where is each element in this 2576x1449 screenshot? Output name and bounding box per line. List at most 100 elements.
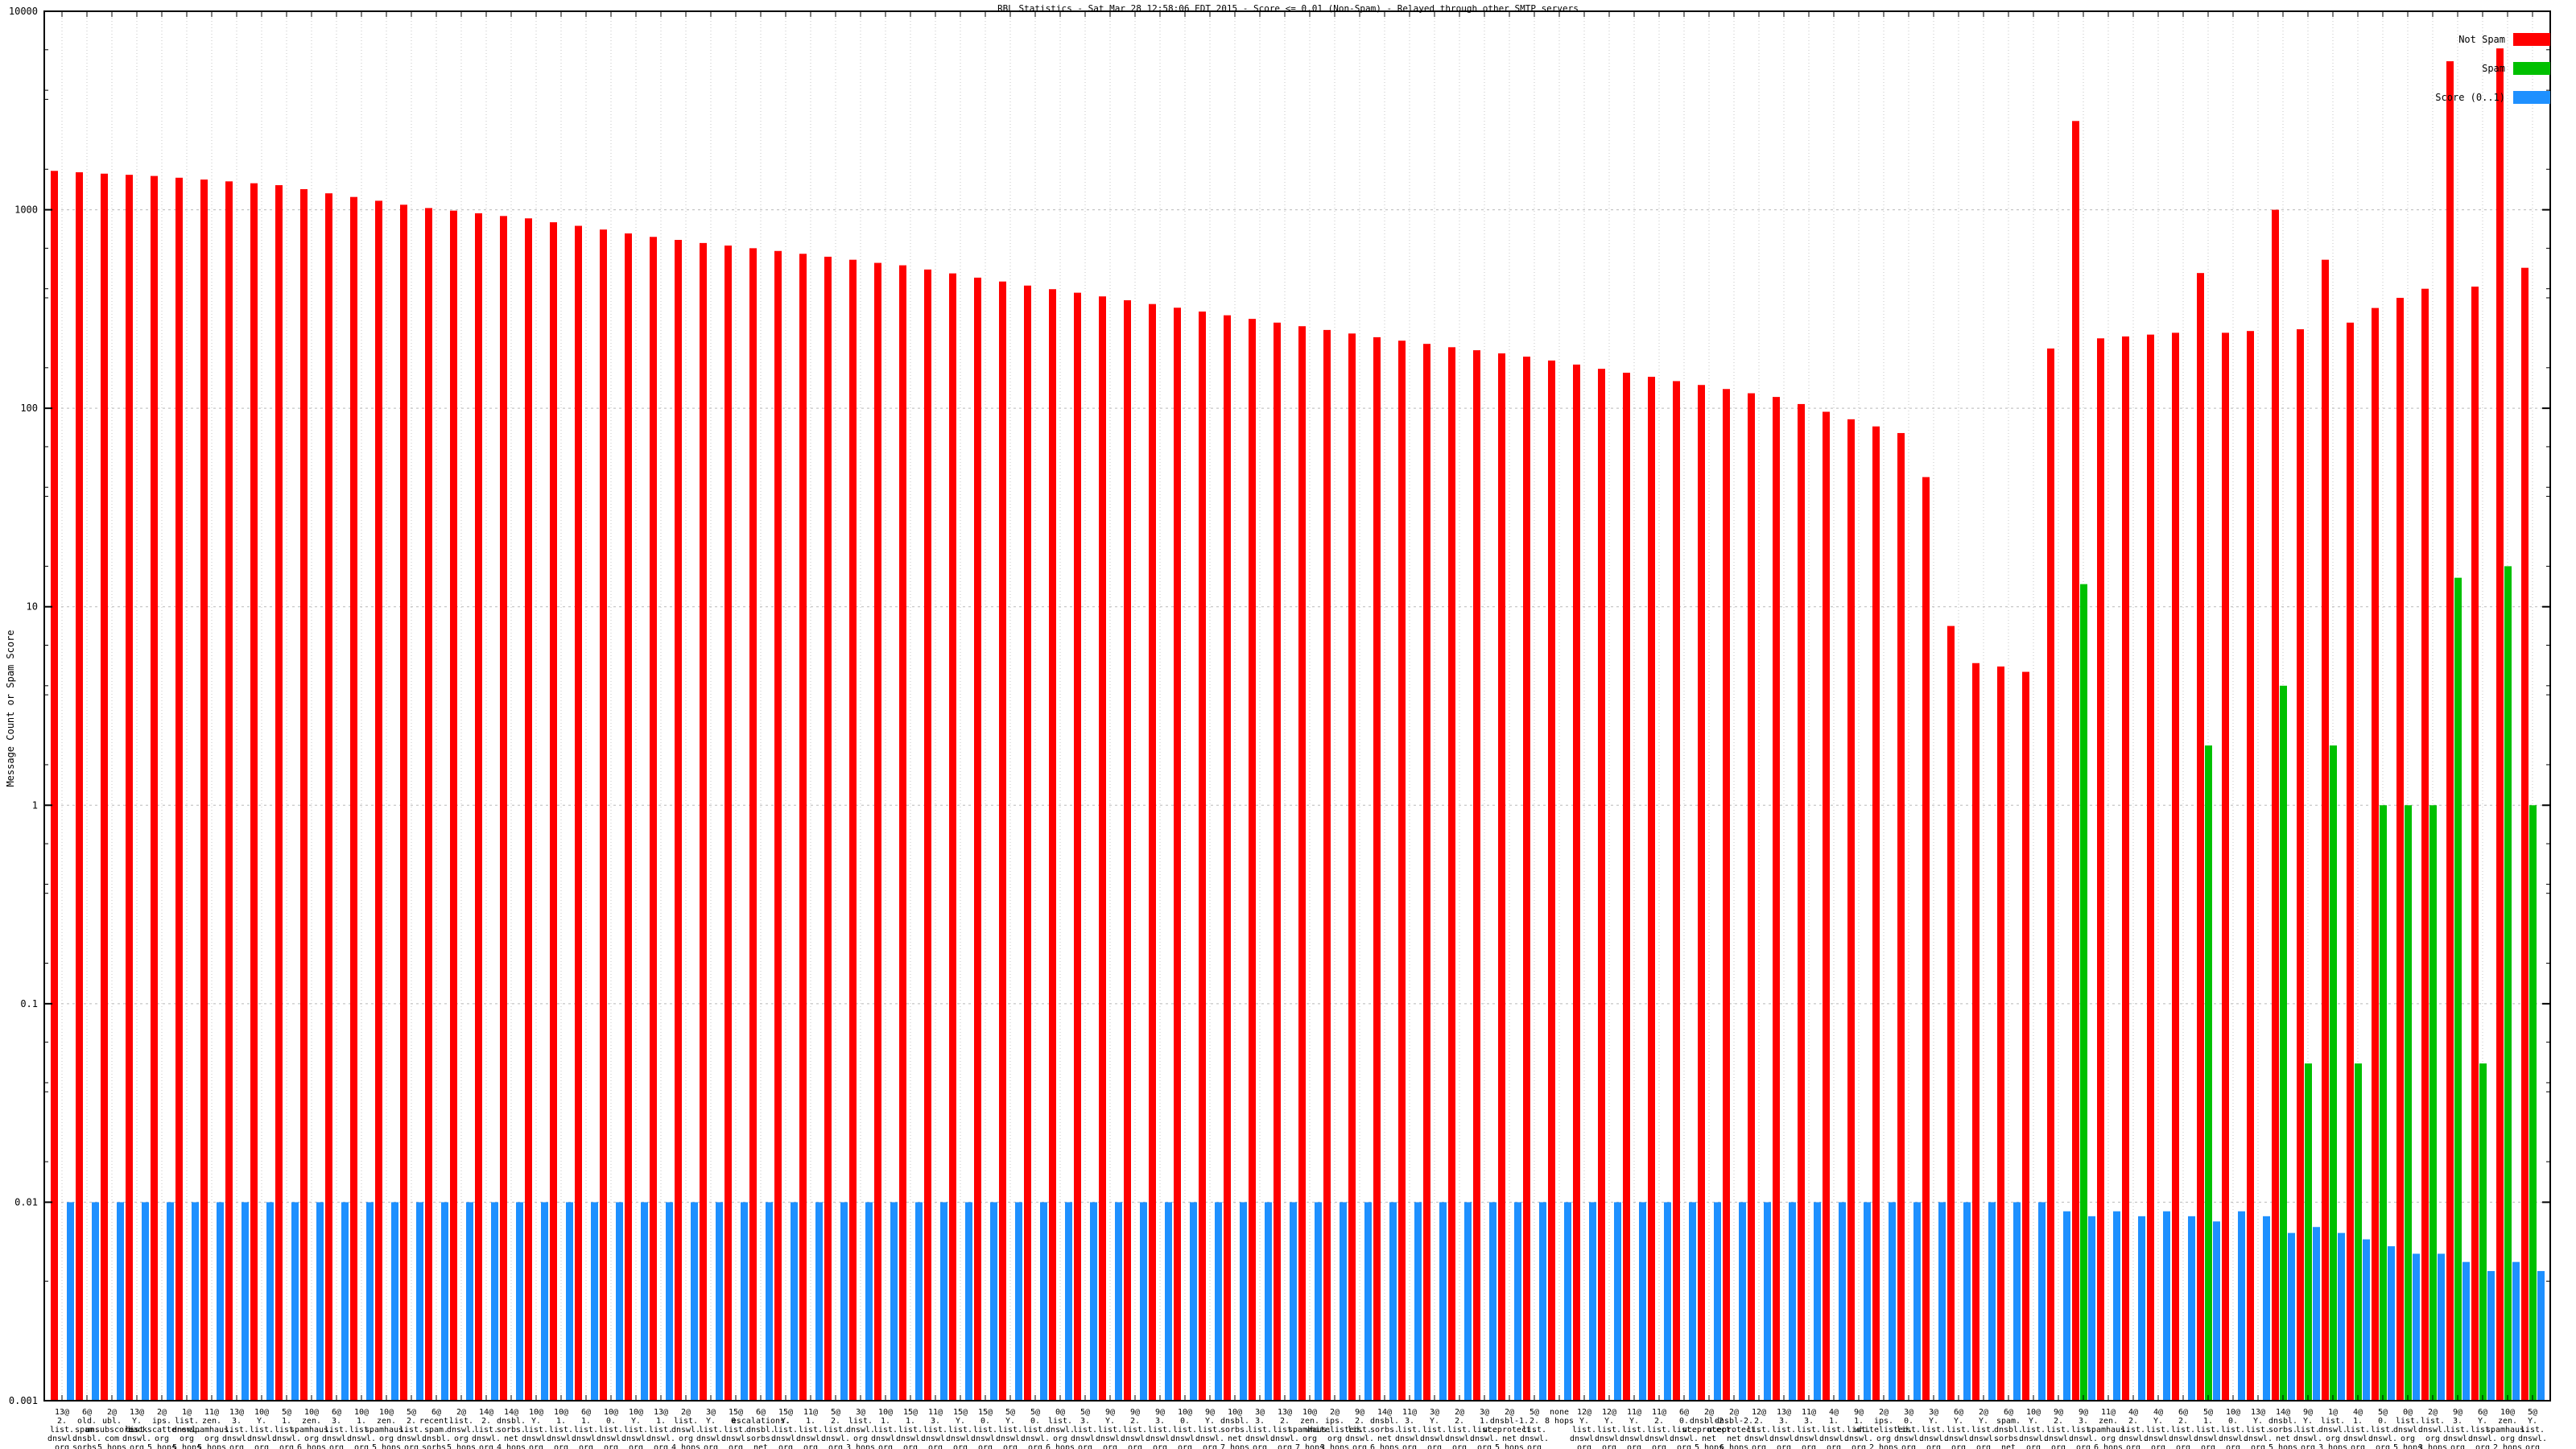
x-tick-label: 3@ list. dnswl. org 3 hops [846, 1408, 875, 1449]
bar [541, 1202, 548, 1401]
bar [1589, 1202, 1596, 1401]
bar [1049, 289, 1056, 1402]
bar [266, 1202, 274, 1401]
bar [2388, 1246, 2395, 1401]
bar [974, 277, 981, 1402]
legend-swatch-score-icon [2513, 90, 2550, 104]
bar [2272, 209, 2279, 1402]
bar [2462, 1261, 2470, 1401]
bar [1913, 1202, 1921, 1401]
bar [1274, 322, 1281, 1401]
bar [2063, 1211, 2070, 1401]
x-tick-label: 10@ zen. spamhaus. org 5 hops [365, 1408, 408, 1449]
bar [500, 216, 507, 1401]
x-tick-label: 14@ dnsbl. sorbs. net 5 hops [2268, 1408, 2297, 1449]
bar [142, 1202, 149, 1401]
bar [525, 218, 532, 1402]
x-tick-label: 2@ list. dnswl. org 5 hops [447, 1408, 476, 1449]
bars-spam [2080, 566, 2537, 1401]
bar [2330, 745, 2337, 1401]
legend-item-spam: Spam [2435, 61, 2550, 75]
bar [2471, 287, 2479, 1401]
bar [1723, 389, 1730, 1402]
bar [1389, 1202, 1397, 1401]
bar [1373, 336, 1381, 1401]
y-tick-label: 0.1 [20, 998, 38, 1009]
bar [716, 1202, 723, 1401]
bar [2288, 1232, 2295, 1401]
bar [2305, 1063, 2312, 1401]
bar [2521, 267, 2529, 1401]
bar [1997, 666, 2004, 1401]
bar [2355, 1063, 2362, 1401]
bar [466, 1202, 473, 1401]
bar [1673, 381, 1680, 1402]
bar [1174, 308, 1181, 1401]
bar [2238, 1211, 2245, 1401]
bar [341, 1202, 349, 1401]
bar [1988, 1202, 1996, 1401]
bar [1464, 1202, 1472, 1401]
y-tick-label: 0.01 [14, 1196, 38, 1208]
legend-item-score: Score (0..1) [2435, 90, 2550, 104]
bar [924, 269, 931, 1401]
bar [2088, 1216, 2095, 1401]
x-tick-label: 2@ list. dnswl. org 3 hops [2418, 1408, 2447, 1449]
bar [1764, 1202, 1771, 1401]
bar [1498, 353, 1505, 1401]
bar [2396, 297, 2404, 1401]
bar [2205, 745, 2212, 1401]
bar [2537, 1270, 2545, 1401]
bar [749, 248, 757, 1401]
bar [1099, 296, 1106, 1401]
bar [1773, 397, 1780, 1401]
bar [874, 262, 881, 1402]
bar [2097, 338, 2104, 1402]
bar [774, 250, 782, 1401]
bar [1798, 403, 1805, 1401]
x-tick-label: 2@ ubl. unsubscore. com 5 hops [85, 1408, 138, 1449]
bar [1040, 1202, 1047, 1401]
bar [1548, 360, 1555, 1401]
bar [575, 225, 582, 1402]
bar [2421, 288, 2429, 1401]
bar [965, 1202, 972, 1401]
bar [1414, 1202, 1422, 1401]
bar [1539, 1202, 1546, 1401]
bar [1748, 393, 1755, 1401]
bar [516, 1202, 523, 1401]
bar [566, 1202, 573, 1401]
x-tick-label: none 8 hops [1545, 1408, 1574, 1426]
x-tick-label: 0@ list. dnswl. org 6 hops [1046, 1408, 1075, 1449]
bar [600, 229, 607, 1401]
bar [591, 1202, 598, 1401]
bar [316, 1202, 324, 1401]
bar [1689, 1202, 1696, 1401]
y-tick-label: 1000 [14, 204, 38, 216]
